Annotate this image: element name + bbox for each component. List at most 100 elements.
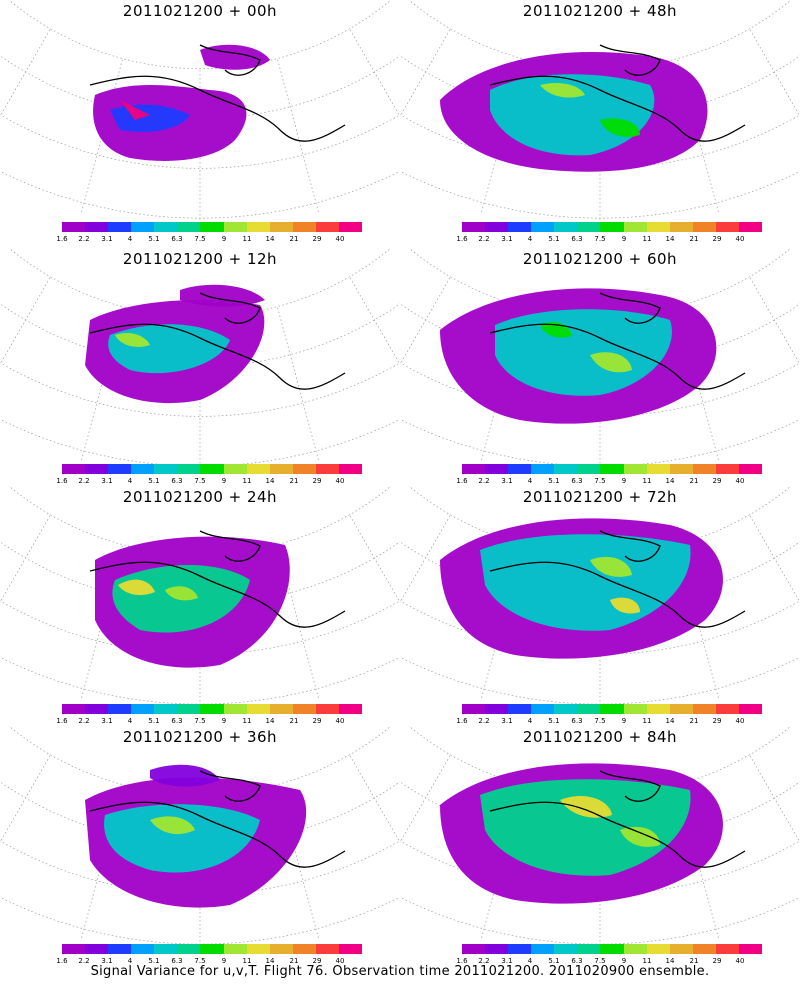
panel-title: 2011021200 + 48h (522, 2, 678, 20)
map-panel-00h: 2011021200 + 00h 1.6 2.2 3.1 4 5.1 6.3 7.5 9 11 1… (0, 0, 400, 243)
coastline (89, 323, 346, 390)
colorbar-swatch (669, 222, 693, 232)
colorbar-swatch (577, 222, 601, 232)
colorbar-swatch (646, 944, 670, 954)
latitude-gridline (0, 303, 400, 367)
coastline (599, 530, 661, 562)
variance-map (400, 248, 800, 468)
coastline (89, 801, 346, 868)
colorbar-swatch (338, 464, 363, 474)
colorbar-tick-label: 3.1 (501, 477, 513, 485)
colorbar-tick-label: 11 (242, 957, 252, 965)
colorbar (62, 464, 363, 474)
colorbar-tick-label: 2.2 (78, 957, 90, 965)
variance-map (400, 486, 800, 706)
colorbar-tick-label: 6.3 (171, 957, 183, 965)
meridian-gridline (677, 785, 720, 941)
colorbar-swatch (154, 704, 178, 714)
variance-contour (490, 74, 655, 156)
colorbar-tick-label: 29 (312, 717, 322, 725)
colorbar-tick-label: 40 (735, 477, 745, 485)
colorbar-tick-label: 1.6 (456, 235, 468, 243)
variance-contour (115, 333, 150, 347)
colorbar-tick-label: 1.6 (56, 717, 68, 725)
colorbar-swatch (646, 222, 670, 232)
colorbar-swatch (269, 222, 293, 232)
colorbar-swatch (600, 464, 624, 474)
colorbar (462, 464, 763, 474)
colorbar-swatch (246, 944, 270, 954)
meridian-gridline (749, 277, 800, 366)
colorbar-swatch (715, 222, 739, 232)
colorbar-tick-label: 5.1 (548, 717, 560, 725)
meridian-gridline (277, 545, 320, 701)
map-panel-24h: 2011021200 + 24h 1.6 2.2 3.1 4 5.1 6.3 7.5 9 11 1… (0, 486, 400, 726)
colorbar-swatch (738, 944, 763, 954)
colorbar-swatch (315, 464, 339, 474)
colorbar-tick-label: 4 (527, 477, 533, 485)
meridian-gridline (400, 515, 451, 604)
colorbar-tick-label: 2.2 (78, 477, 90, 485)
colorbar-swatch (485, 944, 509, 954)
colorbar-swatch (200, 464, 224, 474)
colorbar-swatch (246, 222, 270, 232)
coastline (89, 561, 346, 628)
colorbar-swatch (154, 944, 178, 954)
coastline (199, 530, 261, 562)
colorbar-swatch (292, 222, 316, 232)
colorbar-tick-label: 9 (621, 957, 627, 965)
colorbar-tick-label: 14 (665, 717, 675, 725)
colorbar-tick-label: 1.6 (456, 717, 468, 725)
colorbar-tick-label: 40 (735, 235, 745, 243)
panel-title: 2011021200 + 00h (122, 2, 278, 20)
colorbar-tick-label: 5.1 (548, 235, 560, 243)
colorbar-swatch (223, 464, 247, 474)
colorbar-tick-label: 2.2 (478, 717, 490, 725)
map-panel-12h: 2011021200 + 12h 1.6 2.2 3.1 4 5.1 6.3 7.5 9 11 1… (0, 248, 400, 488)
colorbar-tick-label: 14 (665, 477, 675, 485)
variance-contour (150, 816, 195, 835)
colorbar-tick-label: 40 (335, 235, 345, 243)
variance-contour (118, 579, 155, 596)
latitude-gridline (400, 541, 800, 605)
meridian-gridline (400, 755, 451, 844)
colorbar-tick-label: 14 (265, 717, 275, 725)
variance-contour (180, 284, 265, 307)
variance-contour (104, 804, 260, 873)
colorbar-swatch (223, 704, 247, 714)
variance-contour (590, 556, 632, 577)
colorbar-tick-label: 29 (312, 957, 322, 965)
colorbar-labels: 1.6 2.2 3.1 4 5.1 6.3 7.5 9 11 14 21 29 40 (454, 717, 764, 727)
colorbar-tick-label: 14 (265, 957, 275, 965)
colorbar-tick-label: 2.2 (78, 235, 90, 243)
colorbar-labels: 1.6 2.2 3.1 4 5.1 6.3 7.5 9 11 14 21 29 40 (54, 477, 364, 487)
colorbar-swatch (462, 222, 486, 232)
colorbar-swatch (554, 944, 578, 954)
colorbar-tick-label: 21 (689, 717, 699, 725)
colorbar-swatch (600, 222, 624, 232)
colorbar-tick-label: 3.1 (501, 717, 513, 725)
colorbar-tick-label: 5.1 (148, 235, 160, 243)
colorbar-swatch (646, 464, 670, 474)
variance-contour (150, 764, 220, 787)
colorbar (462, 704, 763, 714)
colorbar-labels: 1.6 2.2 3.1 4 5.1 6.3 7.5 9 11 14 21 29 40 (454, 957, 764, 967)
colorbar-swatch (269, 704, 293, 714)
colorbar-swatch (669, 464, 693, 474)
colorbar (62, 222, 363, 232)
colorbar-tick-label: 1.6 (56, 235, 68, 243)
colorbar-tick-label: 4 (127, 235, 133, 243)
variance-map (0, 486, 400, 706)
colorbar-tick-label: 7.5 (194, 477, 206, 485)
colorbar-tick-label: 29 (312, 477, 322, 485)
variance-contour (590, 352, 632, 373)
colorbar-tick-label: 11 (242, 235, 252, 243)
panel-title: 2011021200 + 84h (522, 728, 678, 746)
meridian-gridline (349, 29, 400, 118)
coastline (489, 561, 746, 628)
colorbar (462, 944, 763, 954)
coastline (599, 44, 661, 76)
colorbar-swatch (177, 222, 201, 232)
colorbar-labels: 1.6 2.2 3.1 4 5.1 6.3 7.5 9 11 14 21 29 40 (454, 235, 764, 245)
colorbar-tick-label: 11 (642, 957, 652, 965)
